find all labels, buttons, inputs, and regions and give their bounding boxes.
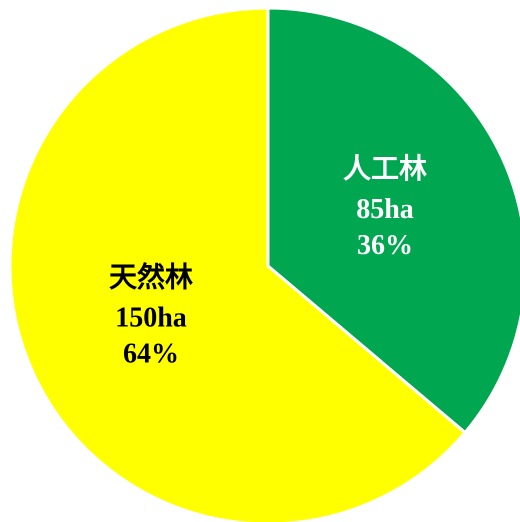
slice-percent: 64% bbox=[123, 339, 179, 370]
slice-value: 150ha bbox=[115, 303, 187, 334]
slice-category: 天然林 bbox=[109, 261, 193, 294]
slice-value: 85ha bbox=[356, 194, 414, 225]
slice-percent: 36% bbox=[357, 230, 413, 261]
pie-slice bbox=[266, 6, 520, 435]
slice-category: 人工林 bbox=[343, 153, 427, 185]
pie-slice bbox=[8, 6, 468, 522]
